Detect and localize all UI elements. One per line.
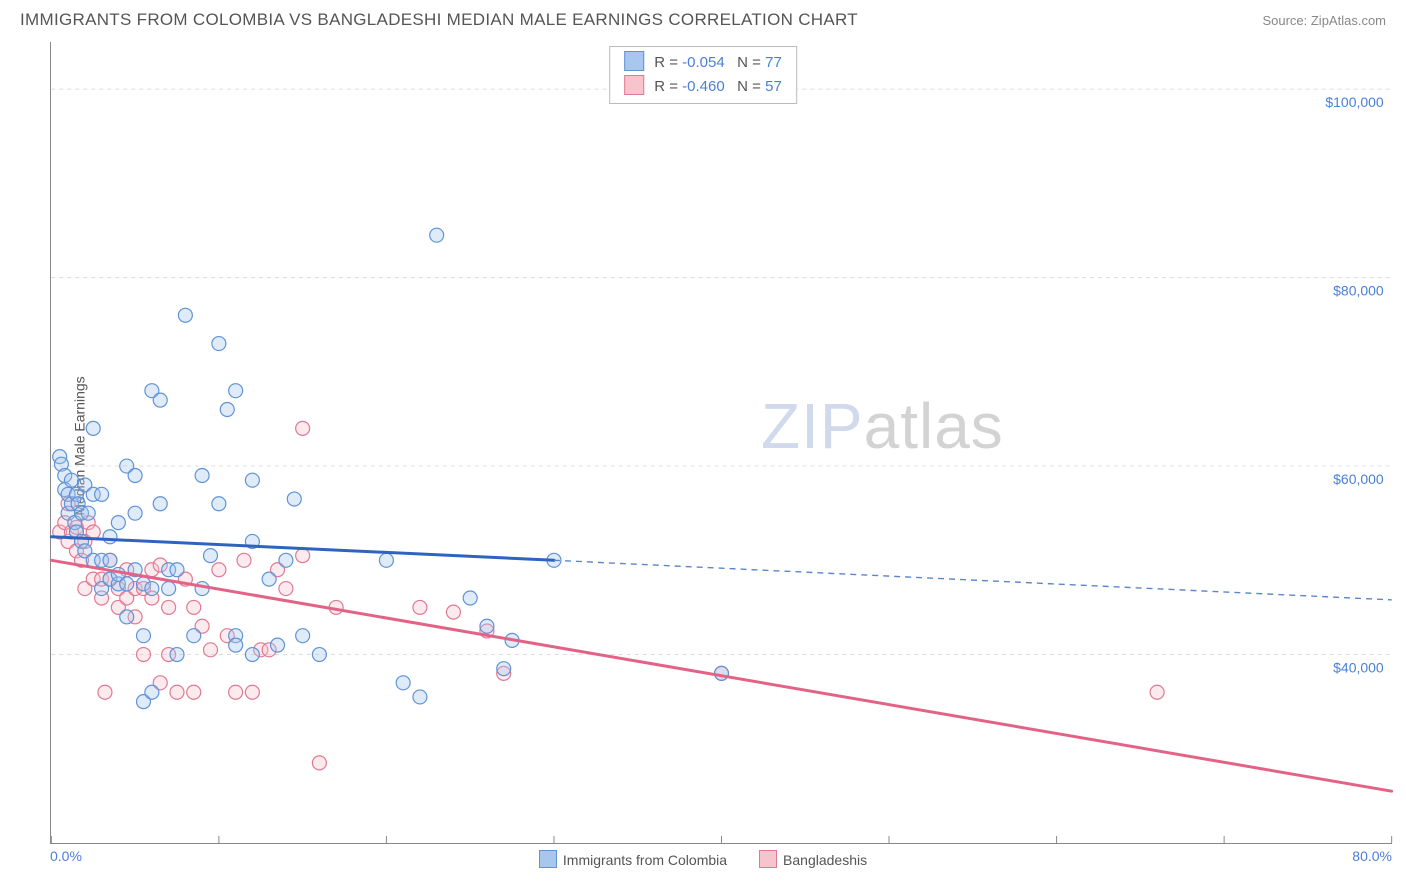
plot-area-wrapper: $40,000$60,000$80,000$100,000 ZIPatlas xyxy=(50,42,1392,844)
stats-legend-row: R = -0.460 N = 57 xyxy=(624,75,782,99)
bottom-legend-item: Bangladeshis xyxy=(759,850,867,868)
legend-n-value: 57 xyxy=(765,78,782,95)
title-bar: IMMIGRANTS FROM COLOMBIA VS BANGLADESHI … xyxy=(0,0,1406,36)
chart-title: IMMIGRANTS FROM COLOMBIA VS BANGLADESHI … xyxy=(20,10,858,30)
svg-text:$40,000: $40,000 xyxy=(1333,660,1384,676)
svg-text:$100,000: $100,000 xyxy=(1325,94,1383,110)
legend-label: Bangladeshis xyxy=(783,852,867,868)
svg-text:$60,000: $60,000 xyxy=(1333,471,1384,487)
plot-area: $40,000$60,000$80,000$100,000 ZIPatlas xyxy=(50,42,1392,844)
legend-label: Immigrants from Colombia xyxy=(563,852,727,868)
legend-r-value: -0.460 xyxy=(682,78,725,95)
stats-legend-row: R = -0.054 N = 77 xyxy=(624,51,782,75)
legend-n-value: 77 xyxy=(765,54,782,71)
svg-text:$80,000: $80,000 xyxy=(1333,283,1384,299)
source-label: Source: ZipAtlas.com xyxy=(1262,13,1386,28)
bottom-legend-item: Immigrants from Colombia xyxy=(539,850,727,868)
stats-legend: R = -0.054 N = 77R = -0.460 N = 57 xyxy=(609,46,797,104)
legend-r-value: -0.054 xyxy=(682,54,725,71)
legend-swatch xyxy=(624,51,644,71)
bottom-legend: Immigrants from Colombia Bangladeshis xyxy=(0,850,1406,868)
legend-swatch xyxy=(624,75,644,95)
scatter-plot-svg: $40,000 $60,000 $80,000 $100,000 xyxy=(51,42,1392,843)
legend-swatch xyxy=(759,850,777,868)
legend-swatch xyxy=(539,850,557,868)
